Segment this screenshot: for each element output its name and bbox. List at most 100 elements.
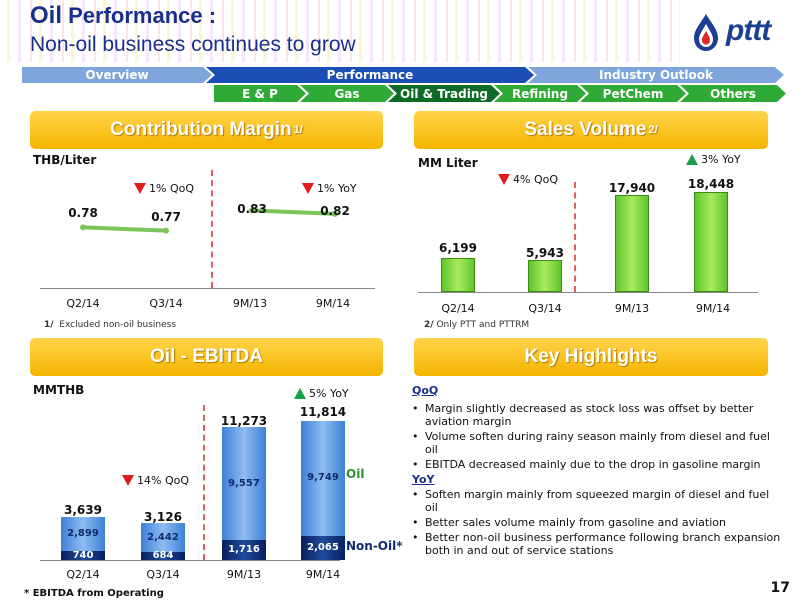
page-title: Oil Performance : [30, 2, 216, 30]
eb-total-label-1: 3,126 [144, 510, 182, 524]
eb-bar-nonoil-3 [301, 535, 345, 560]
eb-tick-1: Q3/14 [146, 568, 180, 581]
cm-point-0 [80, 224, 86, 231]
sv-footnote-text: Only PTT and PTTRM [436, 320, 530, 330]
page-subtitle: Non-oil business continues to grow [30, 33, 356, 56]
down-arrow-icon [302, 183, 314, 194]
cm-title: Contribution Margin [110, 119, 292, 140]
sv-bar-0 [441, 258, 475, 292]
title-rest: Performance : [62, 3, 217, 28]
cm-point-3 [332, 210, 338, 217]
eb-nonoil-label-3: 2,065 [307, 541, 339, 553]
list-item: Soften margin mainly from squeezed margi… [412, 488, 784, 514]
eb-bar-nonoil-2 [222, 539, 266, 560]
nav-tab-performance[interactable]: Performance [206, 67, 534, 83]
section-header-oil-ebitda: Oil - EBITDA [30, 338, 383, 376]
eb-total-label-2: 11,273 [220, 414, 268, 428]
sv-unit-label: MM Liter [418, 156, 478, 170]
sv-tick-0: Q2/14 [441, 302, 475, 315]
cm-value-label-1: 0.77 [151, 210, 181, 224]
down-arrow-icon [498, 174, 510, 185]
sv-bar-3 [694, 192, 728, 292]
eb-total-label-0: 3,639 [64, 503, 102, 517]
eb-bar-nonoil-1 [141, 551, 185, 560]
eb-oil-label-3: 9,749 [307, 472, 339, 484]
legend-oil: Oil [346, 467, 365, 481]
section-header-contribution-margin: Contribution Margin 1/ [30, 111, 383, 149]
up-arrow-icon [686, 154, 698, 165]
cm-footnote: 1/ Excluded non-oil business [44, 320, 176, 330]
cm-footnote-sup: 1/ [44, 320, 54, 330]
subtab-oil-trading[interactable]: Oil & Trading [388, 85, 500, 102]
sv-yoy-change: 3% YoY [686, 153, 741, 166]
eb-total-label-3: 11,814 [299, 405, 347, 419]
sv-bar-2 [615, 194, 649, 292]
eb-tick-2: 9M/13 [226, 568, 262, 581]
page-number: 17 [770, 580, 790, 596]
up-arrow-icon [294, 388, 306, 399]
nav-tab-overview[interactable]: Overview [22, 67, 212, 83]
eb-unit-label: MMTHB [33, 383, 85, 397]
eb-nonoil-label-2: 1,716 [228, 543, 260, 555]
sv-qoq-change: 4% QoQ [498, 173, 558, 186]
sv-title-sup: 2/ [648, 124, 658, 136]
cm-footnote-text: Excluded non-oil business [59, 320, 177, 330]
eb-yoy-text: 5% YoY [309, 387, 349, 400]
cm-tick-3: 9M/14 [315, 297, 351, 310]
eb-bar-nonoil-0 [61, 551, 105, 560]
eb-period-divider [203, 405, 205, 560]
ptt-logo [694, 14, 718, 51]
sv-tick-2: 9M/13 [614, 302, 650, 315]
cm-qoq-change: 1% QoQ [134, 182, 194, 195]
subtab-others[interactable]: Others [680, 85, 786, 102]
down-arrow-icon [134, 183, 146, 194]
list-item: Better non-oil business performance foll… [412, 531, 784, 557]
section-header-key-highlights: Key Highlights [414, 338, 768, 376]
sv-tick-3: 9M/14 [695, 302, 731, 315]
subtab-gas[interactable]: Gas [300, 85, 394, 102]
cm-value-label-3: 0.82 [320, 204, 350, 218]
sv-footnote: 2/ Only PTT and PTTRM [424, 320, 529, 330]
eb-qoq-text: 14% QoQ [137, 474, 189, 487]
subtab-petchem[interactable]: PetChem [580, 85, 686, 102]
list-item: Volume soften during rainy season mainly… [412, 430, 784, 456]
cm-tick-0: Q2/14 [66, 297, 100, 310]
cm-title-sup: 1/ [293, 124, 303, 136]
sv-bar-1 [528, 259, 562, 292]
sv-value-label-1: 5,943 [526, 246, 564, 260]
cm-value-label-2: 0.83 [237, 202, 267, 216]
cm-qoq-text: 1% QoQ [149, 182, 194, 195]
nav-tab-industry-outlook[interactable]: Industry Outlook [528, 67, 784, 83]
cm-point-2 [249, 207, 255, 214]
sv-axis-baseline [418, 292, 758, 293]
eb-bar-oil-1 [141, 523, 185, 552]
eb-yoy-change: 5% YoY [294, 387, 349, 400]
highlights-list: QoQ Margin slightly decreased as stock l… [412, 384, 792, 557]
eb-tick-0: Q2/14 [66, 568, 100, 581]
title-highlight: Oil [30, 2, 63, 29]
cm-line-chart [80, 207, 338, 234]
legend-non-oil: Non-Oil* [346, 539, 403, 553]
cm-unit-label: THB/Liter [33, 153, 97, 167]
highlights-yoy-heading: YoY [412, 473, 435, 486]
highlights-yoy-list: Soften margin mainly from squeezed margi… [412, 488, 792, 557]
highlights-qoq-list: Margin slightly decreased as stock loss … [412, 402, 792, 471]
list-item: Margin slightly decreased as stock loss … [412, 402, 784, 428]
sv-title: Sales Volume [524, 119, 647, 140]
subtab-refining[interactable]: Refining [494, 85, 586, 102]
section-header-sales-volume: Sales Volume 2/ [414, 111, 768, 149]
cm-line-segment-0 [81, 225, 168, 233]
subtab-ep[interactable]: E & P [214, 85, 306, 102]
sv-qoq-text: 4% QoQ [513, 173, 558, 186]
cm-tick-2: 9M/13 [232, 297, 268, 310]
sv-value-label-0: 6,199 [439, 241, 477, 255]
sv-yoy-text: 3% YoY [701, 153, 741, 166]
cm-axis-baseline [40, 288, 375, 289]
highlights-qoq-heading: QoQ [412, 384, 439, 397]
eb-bar-oil-2 [222, 427, 266, 540]
eb-oil-label-1: 2,442 [147, 531, 179, 543]
eb-oil-label-2: 9,557 [228, 477, 260, 489]
eb-footnote: * EBITDA from Operating [24, 588, 164, 599]
eb-nonoil-label-1: 684 [152, 549, 174, 561]
logo-wordmark: pttt [726, 14, 771, 47]
